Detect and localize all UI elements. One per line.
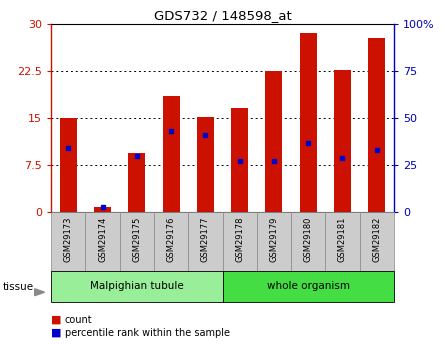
Text: ■: ■ [51, 328, 62, 338]
Title: GDS732 / 148598_at: GDS732 / 148598_at [154, 9, 291, 22]
Bar [120, 212, 154, 271]
Bar [222, 212, 257, 271]
Polygon shape [35, 289, 44, 296]
Text: GSM29180: GSM29180 [303, 217, 313, 262]
Text: GSM29176: GSM29176 [166, 217, 176, 262]
Bar [128, 152, 146, 212]
Text: GSM29181: GSM29181 [338, 217, 347, 262]
Bar [188, 212, 222, 271]
Bar [291, 212, 325, 271]
Bar [265, 71, 283, 212]
Bar [368, 38, 385, 212]
Bar [334, 70, 351, 212]
Bar [94, 207, 111, 212]
Text: GSM29182: GSM29182 [372, 217, 381, 262]
Bar [325, 212, 360, 271]
Text: GSM29174: GSM29174 [98, 217, 107, 262]
Bar [257, 212, 291, 271]
Bar [154, 212, 188, 271]
Text: percentile rank within the sample: percentile rank within the sample [65, 328, 230, 338]
Bar [85, 212, 120, 271]
Text: ■: ■ [51, 315, 62, 325]
Bar [231, 108, 248, 212]
Text: GSM29178: GSM29178 [235, 217, 244, 262]
Bar [51, 212, 85, 271]
Text: count: count [65, 315, 92, 325]
Text: GSM29179: GSM29179 [269, 217, 279, 262]
Bar [222, 271, 394, 302]
Text: tissue: tissue [2, 283, 33, 292]
Bar [60, 118, 77, 212]
Bar [197, 117, 214, 212]
Bar [299, 33, 317, 212]
Bar [360, 212, 394, 271]
Text: whole organism: whole organism [267, 282, 350, 291]
Text: GSM29177: GSM29177 [201, 217, 210, 262]
Text: GSM29175: GSM29175 [132, 217, 142, 262]
Text: GSM29173: GSM29173 [64, 217, 73, 262]
Bar [51, 271, 223, 302]
Text: Malpighian tubule: Malpighian tubule [90, 282, 184, 291]
Bar [162, 96, 180, 212]
